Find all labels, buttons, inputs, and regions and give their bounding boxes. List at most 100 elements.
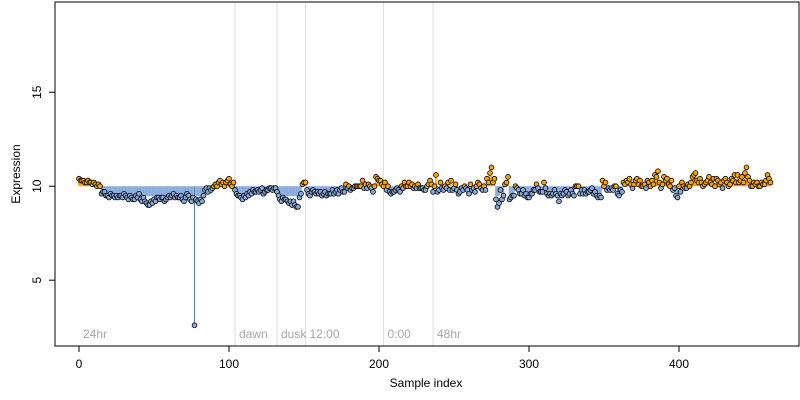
deviation-bar — [124, 186, 127, 196]
data-point — [688, 179, 694, 186]
data-point — [136, 190, 142, 197]
data-point — [542, 185, 549, 191]
phase-label: 24hr — [83, 327, 107, 341]
data-point — [671, 185, 678, 191]
deviation-bar — [616, 186, 619, 194]
deviation-bar — [511, 186, 514, 196]
deviation-bar — [139, 186, 142, 197]
data-point — [503, 179, 510, 186]
x-tick-label: 100 — [219, 357, 239, 371]
data-point — [295, 204, 301, 210]
data-point — [637, 177, 643, 184]
data-point — [650, 181, 657, 188]
data-point — [397, 189, 403, 195]
deviation-bar — [513, 186, 515, 196]
deviation-bar — [508, 186, 511, 197]
deviation-bar — [142, 186, 145, 197]
deviation-bar — [556, 186, 559, 196]
deviation-bar — [388, 186, 391, 192]
deviation-bar — [547, 186, 550, 196]
deviation-bar — [450, 180, 452, 187]
data-point — [467, 181, 474, 188]
x-tick-label: 400 — [669, 357, 689, 371]
deviation-bar — [241, 186, 244, 197]
deviation-bar — [114, 186, 116, 197]
deviation-bar — [361, 180, 364, 187]
deviation-bar — [238, 186, 241, 196]
deviation-bar — [150, 186, 152, 197]
deviation-bar — [174, 186, 176, 197]
deviation-bar — [189, 186, 191, 197]
deviation-bar — [594, 186, 596, 192]
deviation-bar — [601, 180, 604, 187]
deviation-bar — [502, 186, 505, 196]
data-point — [655, 168, 661, 174]
deviation-bar — [79, 180, 82, 187]
deviation-bar — [81, 180, 83, 187]
deviation-bar — [291, 186, 293, 197]
deviation-bar — [496, 186, 499, 197]
deviation-bar — [324, 186, 326, 192]
data-point — [259, 185, 265, 191]
y-tick-label: 15 — [30, 85, 44, 99]
data-point — [712, 183, 718, 190]
deviation-bar — [550, 186, 553, 196]
deviation-bar — [292, 186, 295, 197]
deviation-bar — [162, 186, 164, 197]
data-point — [539, 189, 546, 195]
data-point — [740, 179, 747, 186]
y-axis-title: Expression — [9, 144, 23, 203]
data-point — [739, 174, 745, 180]
deviation-bar — [135, 186, 137, 196]
y-tick-label: 10 — [30, 179, 44, 193]
deviation-bar — [561, 186, 563, 196]
deviation-bar — [375, 176, 377, 187]
data-point — [692, 170, 699, 176]
deviation-bar — [187, 186, 190, 196]
deviation-bar — [172, 186, 175, 194]
deviation-bar — [343, 186, 346, 192]
deviation-bar — [130, 186, 133, 197]
deviation-bar — [745, 176, 748, 187]
deviation-bar — [240, 186, 242, 197]
data-point — [302, 179, 309, 186]
data-point — [667, 183, 673, 190]
data-point — [500, 192, 507, 199]
phase-labels: 24hr dawn dusk 12:00 0:00 48hr — [83, 327, 461, 341]
deviation-bar — [316, 186, 319, 192]
deviation-bar — [510, 186, 512, 197]
deviation-bar — [432, 186, 434, 192]
deviation-bar — [132, 186, 134, 197]
deviation-bar — [195, 186, 197, 197]
deviation-bar — [297, 186, 299, 197]
deviation-bar — [279, 186, 281, 197]
data-point — [488, 164, 495, 171]
deviation-bar — [168, 186, 170, 196]
deviation-bar — [283, 186, 286, 197]
deviation-bar — [559, 186, 562, 194]
deviation-bar — [201, 186, 203, 197]
data-point — [200, 192, 207, 199]
data-point — [485, 179, 492, 186]
deviation-bar — [723, 180, 725, 187]
deviation-bar — [120, 186, 122, 196]
deviation-bar — [115, 186, 118, 196]
data-point — [472, 189, 478, 195]
data-point — [626, 175, 633, 182]
deviation-bar — [664, 180, 667, 187]
deviation-bar — [525, 186, 527, 194]
deviation-bar — [127, 186, 130, 197]
data-point — [199, 198, 205, 205]
deviation-bar — [378, 180, 380, 187]
deviation-bar — [529, 186, 532, 194]
deviation-bar — [151, 186, 154, 197]
data-point — [664, 175, 670, 182]
deviation-bar — [237, 186, 239, 196]
deviation-bar — [165, 186, 167, 197]
phase-label: dawn — [239, 327, 268, 341]
deviation-bar — [199, 186, 202, 197]
x-tick-label: 200 — [369, 357, 389, 371]
data-point — [487, 170, 493, 176]
data-point — [727, 181, 733, 188]
